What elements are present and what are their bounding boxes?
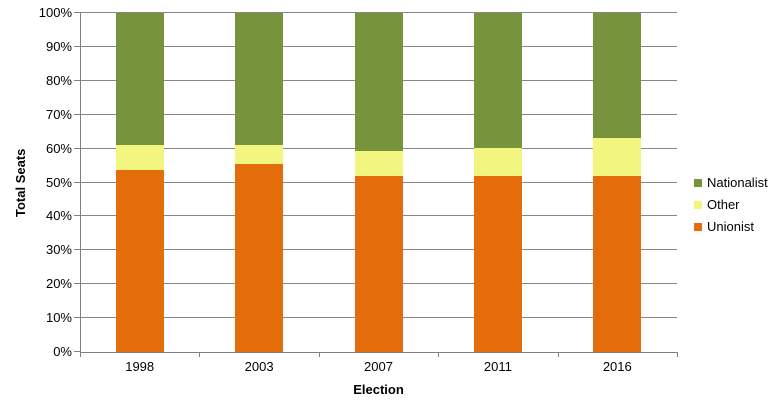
bar-2016 — [593, 13, 642, 352]
legend-swatch-icon — [694, 222, 702, 231]
x-tick-label: 2016 — [602, 359, 632, 374]
y-axis-tick — [74, 351, 80, 352]
x-tick-label: 2011 — [483, 359, 512, 374]
legend-item-nationalist: Nationalist — [694, 175, 768, 190]
bar-1998 — [115, 13, 164, 352]
legend-swatch-icon — [694, 200, 702, 209]
bar-segment-unionist — [593, 176, 642, 352]
x-axis-title: Election — [353, 382, 404, 397]
x-tick-label: 2007 — [364, 359, 393, 374]
bar-segment-nationalist — [593, 13, 642, 139]
y-axis-tick — [74, 249, 80, 251]
y-axis-tick — [74, 45, 80, 47]
y-tick-label: 60% — [45, 140, 72, 156]
x-axis-tick — [319, 352, 320, 357]
x-axis-tick — [438, 352, 439, 357]
legend-label: Nationalist — [707, 175, 768, 190]
y-axis-tick — [74, 147, 80, 149]
legend: Nationalist Other Unionist — [694, 175, 768, 241]
bar-segment-other — [354, 150, 403, 177]
y-axis-tick — [74, 113, 80, 115]
bar-2011 — [473, 13, 522, 352]
y-tick-label: 90% — [45, 38, 72, 54]
bar-segment-nationalist — [115, 13, 164, 145]
x-tick-label: 2003 — [244, 359, 274, 374]
y-tick-label: 40% — [45, 208, 72, 224]
plot-area — [80, 12, 677, 352]
legend-item-unionist: Unionist — [694, 219, 768, 234]
bar-segment-unionist — [235, 163, 284, 352]
x-axis-tick — [80, 352, 81, 357]
x-axis-tick — [677, 352, 678, 357]
y-tick-label: 70% — [45, 106, 72, 122]
y-axis-tick — [74, 215, 80, 217]
bar-segment-nationalist — [235, 13, 284, 145]
bar-segment-unionist — [115, 169, 164, 352]
legend-swatch-icon — [694, 178, 702, 187]
x-axis-tick — [558, 352, 559, 357]
x-tick-label: 1998 — [125, 359, 155, 374]
legend-item-other: Other — [694, 197, 768, 212]
y-tick-label: 0% — [53, 344, 72, 359]
y-tick-label: 50% — [45, 174, 72, 190]
y-axis-line — [80, 13, 81, 352]
y-tick-label: 10% — [45, 310, 72, 326]
legend-label: Unionist — [707, 219, 754, 234]
y-axis-tick — [74, 79, 80, 81]
bar-segment-other — [235, 144, 284, 164]
y-tick-label: 100% — [38, 5, 72, 20]
bar-segment-unionist — [473, 176, 522, 352]
y-axis-tick — [74, 317, 80, 319]
bar-segment-other — [473, 147, 522, 177]
legend-label: Other — [707, 197, 740, 212]
bar-2007 — [354, 13, 403, 352]
bar-segment-nationalist — [354, 13, 403, 151]
y-axis-tick — [74, 181, 80, 183]
y-tick-label: 80% — [45, 72, 72, 88]
y-tick-label: 20% — [45, 276, 72, 292]
x-axis-tick — [199, 352, 200, 357]
y-axis-tick — [74, 12, 80, 13]
bar-segment-unionist — [354, 176, 403, 352]
bar-segment-other — [593, 138, 642, 177]
bar-2003 — [235, 13, 284, 352]
x-axis-line — [80, 352, 678, 353]
y-axis-tick — [74, 283, 80, 285]
bar-segment-nationalist — [473, 13, 522, 148]
bar-segment-other — [115, 144, 164, 170]
gridline — [80, 12, 677, 13]
y-tick-label: 30% — [45, 242, 72, 258]
